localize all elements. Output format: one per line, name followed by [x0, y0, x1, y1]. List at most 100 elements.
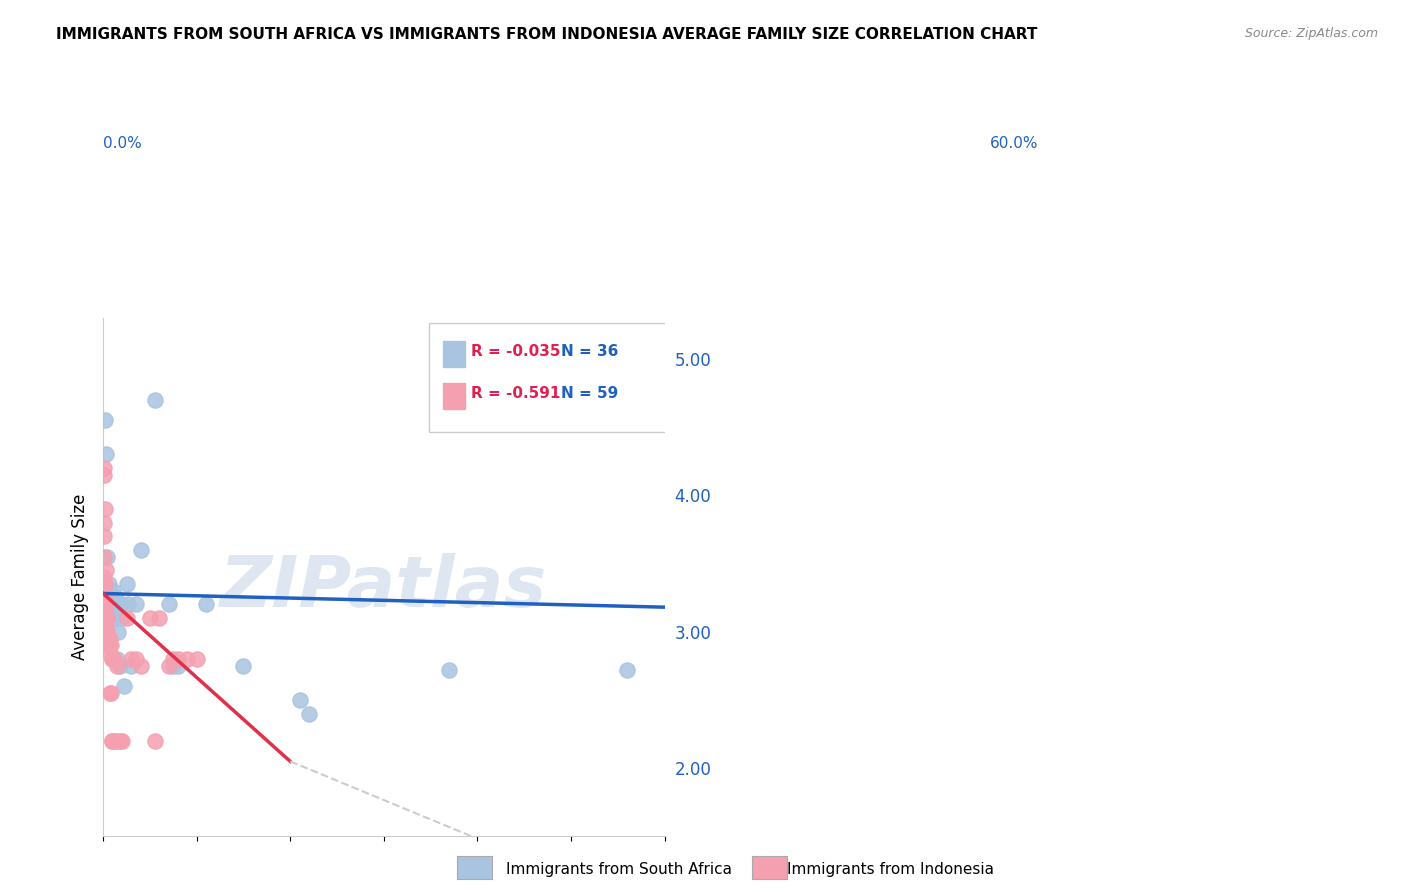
Point [100, 639, 122, 653]
Point [298, 706, 321, 721]
Point [129, 658, 152, 673]
Point [94, 413, 117, 427]
Point [96, 611, 118, 625]
Point [97, 598, 120, 612]
Point [105, 652, 128, 666]
Point [94, 447, 117, 461]
Point [104, 611, 127, 625]
Point [186, 652, 208, 666]
FancyBboxPatch shape [443, 341, 465, 368]
Point [98, 686, 121, 700]
Point [108, 604, 131, 618]
Point [439, 663, 461, 677]
Point [93, 604, 115, 618]
Point [94, 502, 117, 516]
Point [94, 577, 117, 591]
Point [105, 591, 128, 605]
Point [120, 658, 142, 673]
Point [162, 658, 184, 673]
Point [107, 624, 129, 639]
Point [103, 734, 125, 748]
Point [96, 632, 118, 646]
Point [616, 663, 638, 677]
Point [148, 611, 170, 625]
Text: N = 59: N = 59 [561, 385, 619, 401]
Point [93, 461, 115, 475]
Point [94, 598, 117, 612]
Point [94, 611, 117, 625]
Text: 60.0%: 60.0% [990, 136, 1039, 152]
FancyBboxPatch shape [429, 323, 676, 432]
Y-axis label: Average Family Size: Average Family Size [72, 494, 89, 660]
Point [167, 652, 190, 666]
Point [117, 598, 139, 612]
Text: Source: ZipAtlas.com: Source: ZipAtlas.com [1244, 27, 1378, 40]
Point [93, 583, 115, 598]
Point [125, 598, 148, 612]
Text: N = 36: N = 36 [561, 344, 619, 359]
Point [101, 734, 124, 748]
Text: R = -0.035: R = -0.035 [471, 344, 561, 359]
Point [103, 598, 125, 612]
Point [139, 611, 162, 625]
Point [232, 658, 254, 673]
Point [96, 624, 118, 639]
Point [105, 658, 128, 673]
Point [100, 652, 122, 666]
Text: Immigrants from South Africa: Immigrants from South Africa [506, 863, 733, 877]
Point [167, 658, 190, 673]
Point [97, 577, 120, 591]
Point [93, 577, 115, 591]
Point [129, 542, 152, 557]
Text: Immigrants from Indonesia: Immigrants from Indonesia [787, 863, 994, 877]
Point [93, 598, 115, 612]
Point [97, 645, 120, 659]
Point [108, 658, 131, 673]
Point [93, 467, 115, 482]
Point [93, 591, 115, 605]
Point [94, 591, 117, 605]
Point [157, 658, 180, 673]
Point [93, 611, 115, 625]
Point [94, 563, 117, 577]
Point [94, 624, 117, 639]
Point [103, 652, 125, 666]
Point [162, 652, 184, 666]
Point [100, 686, 122, 700]
Point [100, 604, 122, 618]
Text: R = -0.591: R = -0.591 [471, 385, 560, 401]
Point [143, 734, 166, 748]
Point [94, 618, 117, 632]
Point [120, 652, 142, 666]
Point [115, 577, 138, 591]
Point [101, 598, 124, 612]
Point [93, 516, 115, 530]
Point [93, 598, 115, 612]
Point [108, 734, 131, 748]
Point [110, 598, 132, 612]
Point [125, 652, 148, 666]
Text: ZIPatlas: ZIPatlas [221, 553, 547, 622]
Point [115, 611, 138, 625]
Point [103, 583, 125, 598]
Point [94, 611, 117, 625]
Point [97, 639, 120, 653]
Point [112, 679, 135, 693]
Point [195, 598, 218, 612]
Point [111, 734, 134, 748]
Point [143, 392, 166, 407]
Point [100, 591, 122, 605]
Point [93, 529, 115, 543]
Point [98, 632, 121, 646]
Point [93, 549, 115, 564]
Point [97, 639, 120, 653]
Point [105, 734, 128, 748]
Point [97, 632, 120, 646]
Point [93, 604, 115, 618]
Point [100, 734, 122, 748]
Point [93, 618, 115, 632]
Text: IMMIGRANTS FROM SOUTH AFRICA VS IMMIGRANTS FROM INDONESIA AVERAGE FAMILY SIZE CO: IMMIGRANTS FROM SOUTH AFRICA VS IMMIGRAN… [56, 27, 1038, 42]
FancyBboxPatch shape [443, 383, 465, 409]
Point [176, 652, 198, 666]
Point [93, 570, 115, 584]
